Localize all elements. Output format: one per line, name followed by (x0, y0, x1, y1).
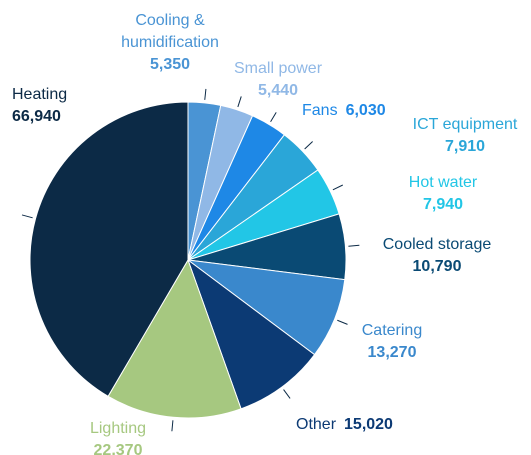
leader-line (304, 141, 313, 150)
slice-value: 22,370 (93, 442, 143, 455)
slice-label: Small power 5,440 (228, 58, 328, 102)
slice-name: Fans (302, 102, 338, 119)
slice-label: Lighting 22,370 (78, 418, 158, 455)
leader-line (337, 319, 348, 325)
leader-line (348, 244, 360, 247)
leader-line (21, 214, 33, 219)
slice-name: Cooled storage (382, 236, 492, 253)
slice-name: Hot water (408, 174, 478, 191)
slice-label: Catering 13,270 (352, 320, 432, 364)
leader-line (204, 88, 207, 100)
slice-name: ICT equipment (412, 116, 518, 133)
slice-value: 5,350 (149, 56, 191, 73)
pie-slice (186, 258, 316, 410)
slice-value: 13,270 (367, 344, 417, 361)
leader-line (332, 184, 344, 191)
slice-value: 5,440 (257, 82, 299, 99)
slice-name: Cooling & humidification (121, 12, 219, 51)
slice-label: ICT equipment 7,910 (400, 114, 530, 158)
slice-label: Other 15,020 (296, 414, 393, 436)
slice-value: 7,940 (422, 196, 464, 213)
slice-value: 6,030 (345, 102, 386, 119)
slice-label: Heating 66,940 (12, 84, 102, 128)
slice-value: 66,940 (12, 108, 61, 125)
slice-name: Catering (361, 322, 423, 339)
pie-slice (107, 258, 242, 419)
slice-label: Cooling & humidification 5,350 (100, 10, 240, 76)
leader-line (171, 420, 174, 432)
slice-label: Hot water 7,940 (398, 172, 488, 216)
slice-value: 7,910 (444, 138, 486, 155)
slice-name: Other (296, 416, 337, 433)
leader-line (237, 96, 242, 108)
slice-name: Lighting (89, 420, 147, 437)
slice-value: 10,790 (412, 258, 462, 275)
leader-line (270, 112, 277, 123)
slice-value: 15,020 (344, 416, 393, 433)
leader-line (283, 389, 291, 399)
pie-slice (29, 101, 189, 397)
slice-name: Heating (12, 86, 68, 103)
slice-label: Fans 6,030 (302, 100, 386, 122)
slice-label: Cooled storage 10,790 (372, 234, 502, 278)
slice-name: Small power (233, 60, 323, 77)
